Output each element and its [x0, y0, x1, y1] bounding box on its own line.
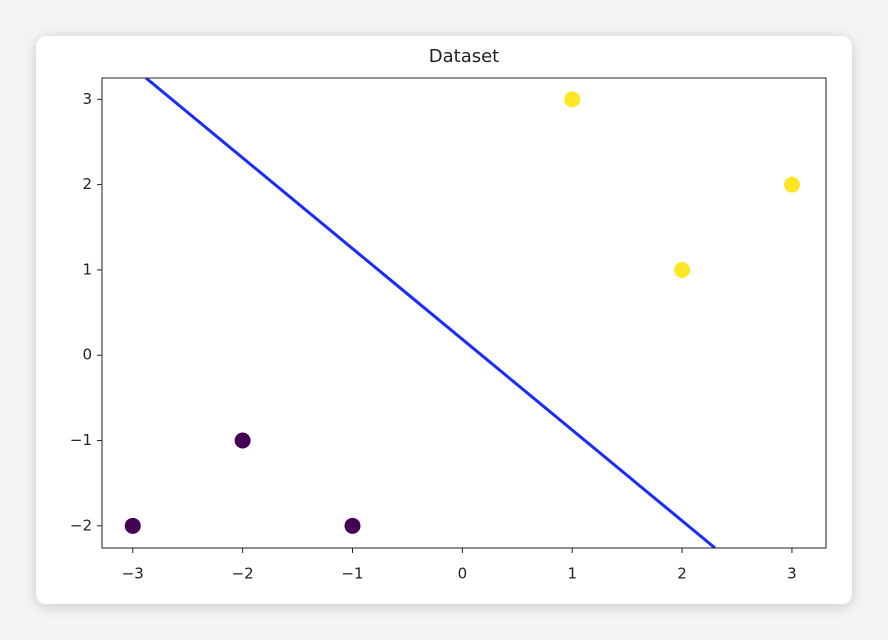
y-tick-label: 3 — [82, 90, 92, 108]
y-tick-label: 1 — [82, 260, 92, 278]
x-tick-label: −1 — [341, 565, 363, 583]
x-tick-label: −2 — [232, 565, 254, 583]
plot-area — [124, 78, 800, 548]
x-tick-label: 3 — [787, 565, 797, 583]
line — [144, 78, 716, 548]
chart-title: Dataset — [429, 46, 500, 67]
point — [674, 261, 691, 278]
y-tick-label: −1 — [70, 431, 92, 449]
plot-frame — [101, 77, 827, 549]
point — [234, 432, 251, 449]
x-tick-label: 2 — [677, 565, 687, 583]
x-tick-label: 0 — [458, 565, 468, 583]
point — [783, 176, 800, 193]
y-tick-label: 0 — [82, 346, 92, 364]
point — [564, 91, 581, 108]
y-tick-label: 2 — [82, 175, 92, 193]
point — [344, 517, 361, 534]
x-tick-label: 1 — [567, 565, 577, 583]
point — [124, 517, 141, 534]
y-tick-label: −2 — [70, 516, 92, 534]
card — [36, 36, 852, 604]
x-tick-label: −3 — [122, 565, 144, 583]
